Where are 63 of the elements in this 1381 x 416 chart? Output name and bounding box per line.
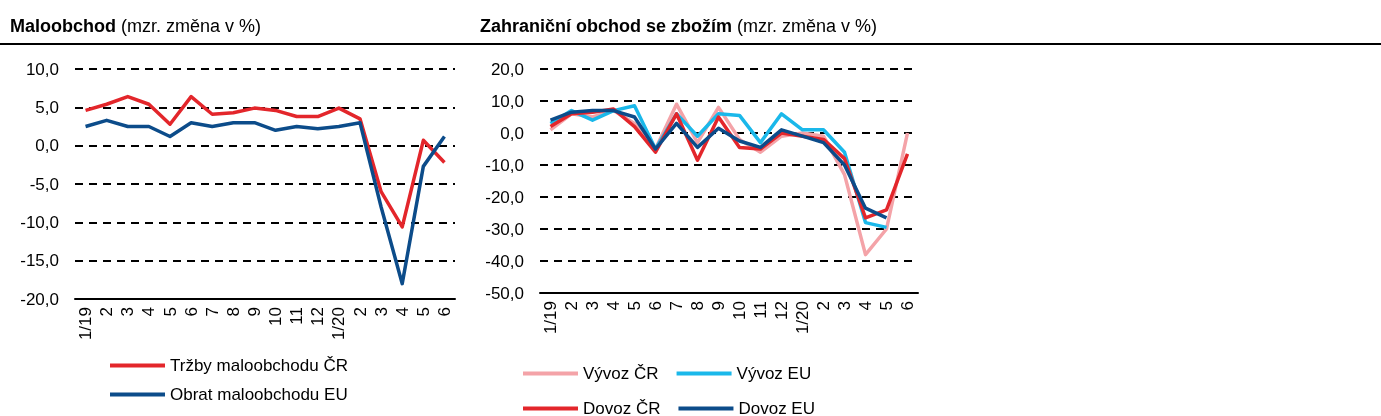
- x-tick-label: 2: [814, 301, 833, 311]
- x-tick-label: 3: [118, 307, 138, 317]
- chart-subtitle: (mzr. změna v %): [120, 16, 262, 36]
- x-tick-label: 1/20: [329, 307, 349, 341]
- y-tick-label: -10,0: [20, 212, 59, 232]
- x-tick-label: 6: [898, 301, 917, 311]
- y-tick-label: -50,0: [485, 283, 524, 303]
- x-tick-label: 4: [139, 307, 159, 317]
- x-tick-label: 3: [371, 307, 391, 317]
- y-tick-label: 0,0: [35, 136, 59, 156]
- y-tick-label: 5,0: [35, 97, 59, 117]
- x-tick-label: 10: [266, 307, 286, 326]
- y-tick-label: -20,0: [20, 289, 59, 309]
- x-tick-label: 6: [434, 307, 454, 317]
- y-tick-label: -40,0: [485, 251, 524, 271]
- chart-subtitle: (mzr. změna v %): [737, 16, 878, 36]
- x-tick-label: 4: [856, 301, 875, 311]
- x-tick-label: 12: [772, 301, 791, 320]
- line-series: [83, 118, 447, 286]
- x-tick-label: 12: [308, 307, 328, 326]
- x-tick-label: 7: [667, 301, 686, 311]
- y-tick-label: 0,0: [500, 123, 524, 143]
- legend-label: Dovoz ČR: [583, 399, 661, 416]
- chart-title: Zahraniční obchod se zbožím: [480, 16, 733, 36]
- x-tick-label: 10: [730, 301, 749, 320]
- chart-title: Maloobchod: [10, 16, 116, 36]
- x-tick-label: 8: [223, 307, 243, 317]
- legend-label: Obrat maloobchodu EU: [170, 385, 348, 404]
- x-tick-label: 5: [877, 301, 896, 311]
- line-series: [83, 94, 447, 229]
- x-tick-label: 9: [709, 301, 728, 311]
- x-tick-label: 1/19: [76, 307, 96, 341]
- x-tick-label: 2: [350, 307, 370, 317]
- y-tick-label: -10,0: [485, 155, 524, 175]
- x-tick-label: 2: [562, 301, 581, 311]
- x-tick-label: 5: [625, 301, 644, 311]
- y-tick-label: -20,0: [485, 187, 524, 207]
- x-tick-label: 2: [97, 307, 117, 317]
- legend-label: Dovoz EU: [738, 399, 815, 416]
- x-tick-label: 3: [835, 301, 854, 311]
- legend-label: Vývoz ČR: [583, 364, 659, 383]
- x-tick-label: 5: [160, 307, 180, 317]
- x-tick-label: 6: [181, 307, 201, 317]
- x-tick-label: 3: [583, 301, 602, 311]
- y-tick-label: 10,0: [490, 91, 524, 111]
- x-tick-label: 1/20: [793, 301, 812, 335]
- y-tick-label: -30,0: [485, 219, 524, 239]
- x-tick-label: 6: [646, 301, 665, 311]
- x-tick-label: 11: [751, 301, 770, 319]
- y-tick-label: 20,0: [490, 59, 524, 79]
- y-tick-label: -15,0: [20, 251, 59, 271]
- x-tick-label: 4: [604, 301, 623, 311]
- x-tick-label: 1/19: [541, 301, 560, 335]
- x-tick-label: 11: [287, 307, 307, 325]
- y-tick-label: 10,0: [25, 59, 59, 79]
- x-tick-label: 8: [688, 301, 707, 311]
- y-tick-label: -5,0: [29, 174, 59, 194]
- x-tick-label: 4: [392, 307, 412, 317]
- x-tick-label: 5: [413, 307, 433, 317]
- legend-label: Vývoz EU: [736, 364, 812, 383]
- x-tick-label: 7: [202, 307, 222, 317]
- legend-label: Tržby maloobchodu ČR: [170, 356, 348, 375]
- x-tick-label: 9: [244, 307, 264, 317]
